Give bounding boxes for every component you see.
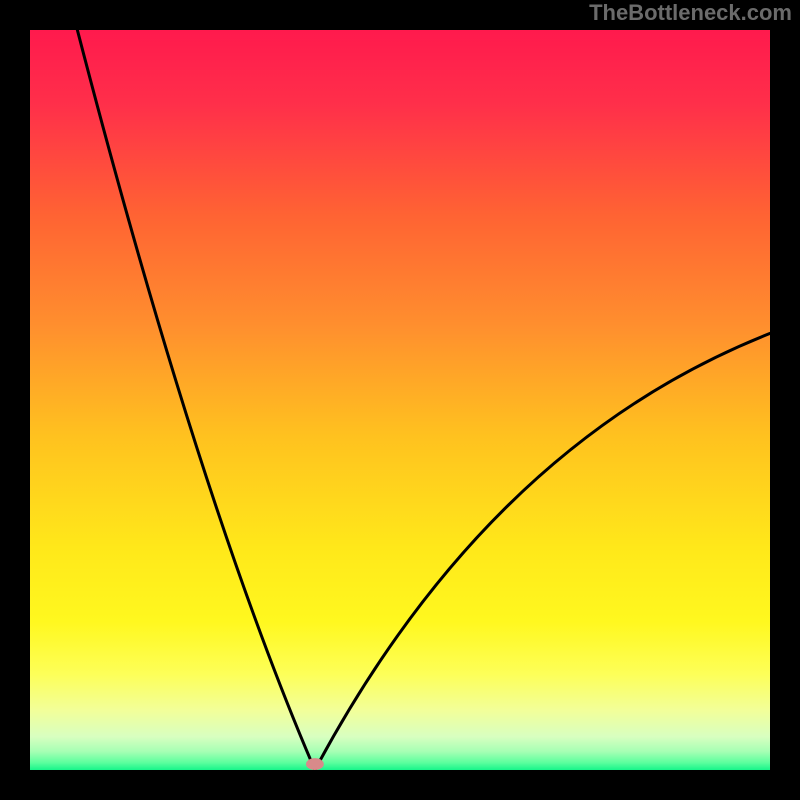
plot-area	[30, 30, 770, 770]
watermark-text: TheBottleneck.com	[589, 0, 792, 26]
chart-svg	[30, 30, 770, 770]
curve-minimum-marker	[306, 758, 324, 770]
gradient-background	[30, 30, 770, 770]
outer-frame: TheBottleneck.com	[0, 0, 800, 800]
